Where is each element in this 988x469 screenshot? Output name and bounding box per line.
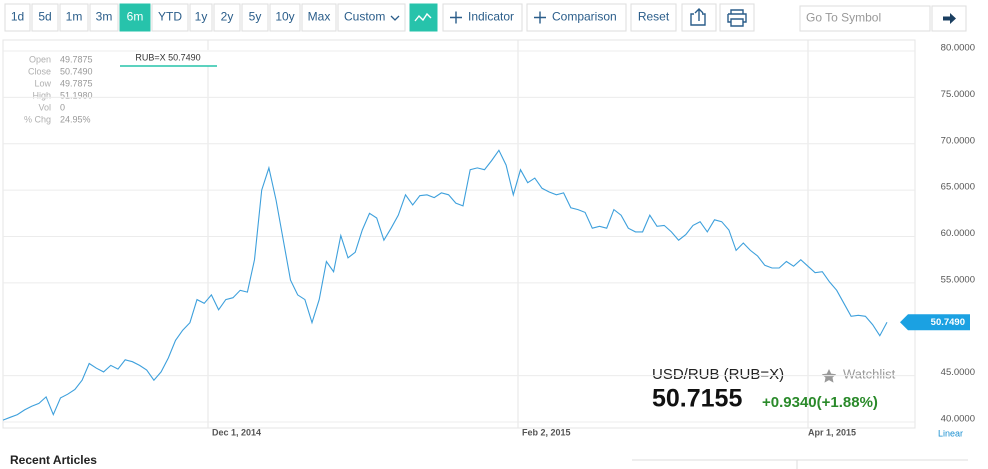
button[interactable] <box>89 3 119 32</box>
y-tick-label: 80.0000 <box>941 43 975 54</box>
x-tick-label: Feb 2, 2015 <box>522 427 571 437</box>
range-button-label[interactable]: Max <box>308 10 331 24</box>
button[interactable] <box>719 3 755 32</box>
print-icon <box>727 9 747 27</box>
line-chart-icon <box>414 12 432 22</box>
info-label: Low <box>34 78 51 88</box>
chevron-icon <box>390 15 400 21</box>
button[interactable] <box>59 3 89 32</box>
button[interactable] <box>269 3 301 32</box>
info-value: 24.95% <box>60 114 91 124</box>
button[interactable] <box>241 3 269 32</box>
x-tick-label: Apr 1, 2015 <box>808 427 856 437</box>
button[interactable] <box>301 3 337 32</box>
info-label: Close <box>28 66 51 76</box>
info-label: Open <box>29 54 51 64</box>
y-tick-label: 65.0000 <box>941 182 975 193</box>
search-input[interactable] <box>799 5 931 32</box>
y-tick-label: 70.0000 <box>941 135 975 146</box>
info-value: 0 <box>60 102 65 112</box>
tooltip-text: RUB=X 50.7490 <box>135 52 200 62</box>
button[interactable] <box>151 3 189 32</box>
plus-icon <box>450 11 462 24</box>
info-value: 51.1980 <box>60 90 93 100</box>
watchlist-link[interactable]: Watchlist <box>843 366 896 381</box>
search-placeholder[interactable]: Go To Symbol <box>806 11 881 25</box>
range-button-label[interactable]: 3m <box>96 10 113 24</box>
range-button-label[interactable]: 6m <box>127 10 144 24</box>
button[interactable] <box>337 3 406 32</box>
price-badge <box>900 314 970 331</box>
info-value: 49.7875 <box>60 54 93 64</box>
button[interactable] <box>409 3 438 32</box>
quote-symbol: USD/RUB (RUB=X) <box>652 366 784 383</box>
y-tick-label: 40.0000 <box>941 413 975 424</box>
info-value: 49.7875 <box>60 78 93 88</box>
button[interactable] <box>630 3 677 32</box>
tooltip <box>120 50 217 66</box>
quote-change: +0.9340(+1.88%) <box>762 394 878 411</box>
button[interactable] <box>189 3 213 32</box>
section-title: Recent Articles <box>10 453 97 467</box>
reset-label[interactable]: Reset <box>638 10 670 24</box>
button[interactable] <box>119 3 151 32</box>
range-button-label[interactable]: 5y <box>249 10 262 24</box>
range-button-label[interactable]: 2y <box>221 10 234 24</box>
range-button-label[interactable]: 10y <box>275 10 294 24</box>
y-tick-label: 55.0000 <box>941 274 975 285</box>
info-label: Vol <box>38 102 51 112</box>
button[interactable] <box>4 3 31 32</box>
custom-label[interactable]: Custom <box>344 10 385 24</box>
range-button-label[interactable]: 1m <box>66 10 83 24</box>
range-button-label[interactable]: 1y <box>195 10 208 24</box>
range-button-label[interactable]: 5d <box>38 10 51 24</box>
info-label: % Chg <box>24 114 51 124</box>
range-button-label[interactable]: 1d <box>11 10 24 24</box>
button[interactable] <box>31 3 59 32</box>
y-tick-label: 60.0000 <box>941 228 975 239</box>
plus-icon <box>534 11 546 24</box>
indicator-label[interactable]: Indicator <box>468 10 514 24</box>
scale-toggle[interactable]: Linear <box>938 428 963 438</box>
price-badge-label: 50.7490 <box>931 317 965 328</box>
x-tick-label: Dec 1, 2014 <box>212 427 261 437</box>
y-tick-label: 75.0000 <box>941 89 975 100</box>
range-button-label[interactable]: YTD <box>158 10 182 24</box>
info-label: High <box>32 90 51 100</box>
info-value: 50.7490 <box>60 66 93 76</box>
y-tick-label: 45.0000 <box>941 367 975 378</box>
price-line <box>2 149 888 421</box>
comparison-label[interactable]: Comparison <box>552 10 617 24</box>
arrow-icon <box>943 13 956 24</box>
share-icon <box>690 8 706 26</box>
button[interactable] <box>213 3 241 32</box>
quote-price: 50.7155 <box>652 385 742 413</box>
plot-frame <box>2 39 916 429</box>
